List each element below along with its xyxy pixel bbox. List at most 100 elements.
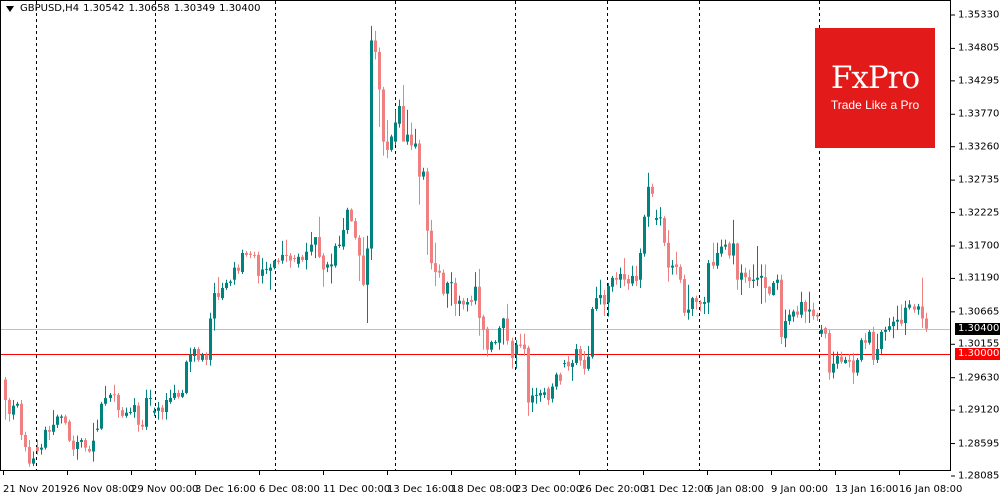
candle-body [426,171,429,231]
candle-body [579,349,582,361]
candle [808,291,811,323]
candle-body [458,300,461,304]
candle-body [181,392,184,397]
candle-body [547,388,550,400]
candle [720,239,723,257]
candle [165,392,168,420]
candle-body [370,40,373,249]
candle-body [314,237,317,245]
candle-body [438,270,441,273]
candle-body [599,294,602,299]
candle [462,298,465,310]
candle [599,279,602,305]
candle-body [418,143,421,177]
candle [346,207,349,234]
candle [454,277,457,316]
candle [880,329,883,355]
candle [494,340,497,345]
candle [784,309,787,348]
candle-body [165,399,168,413]
candle-body [261,269,264,276]
candle [796,305,799,318]
candle [450,272,453,306]
candle-body [442,272,445,294]
candle-body [623,273,626,280]
candle-body [679,266,682,280]
candle-body [832,363,835,373]
candle-body [4,379,7,400]
candle [261,258,264,284]
candle [466,298,469,312]
candle [28,440,31,467]
candle-body [470,300,473,302]
candle [233,261,236,285]
candle [48,426,51,441]
candle [663,216,666,246]
candle [297,253,300,268]
candle-body [515,344,518,355]
candle-body [44,429,47,448]
candle-body [125,412,128,416]
candle [157,401,160,420]
candle-body [872,331,875,360]
candle [760,264,763,304]
candle-body [904,307,907,323]
candle-body [780,279,783,337]
candle-body [297,256,300,264]
candle-body [659,217,662,219]
candle-body [430,230,433,264]
candle-body [667,242,670,268]
candle [137,402,140,432]
candle-body [848,359,851,362]
candle-body [671,265,674,268]
dropdown-triangle-icon[interactable] [6,5,14,12]
candle [716,242,719,269]
candle-body [76,441,79,449]
candle [410,122,413,150]
candle-body [643,216,646,254]
candle-body [68,421,71,441]
candle-body [531,395,534,403]
candle [611,275,614,292]
candle-body [422,171,425,177]
candle [193,347,196,362]
candle [245,251,248,257]
fxpro-logo: FxPro Trade Like a Pro [815,28,935,148]
candle [257,251,260,284]
candle-body [917,306,920,310]
candle-body [840,356,843,362]
candle [539,389,542,402]
candle-body [506,318,509,341]
candle [12,399,15,420]
candle-body [732,243,735,256]
candle [583,350,586,375]
candle [482,314,485,350]
candle-body [305,251,308,260]
candle-body [213,293,216,319]
candle-body [197,349,200,360]
candle-body [394,122,397,142]
candle [800,291,803,318]
candle-body [414,143,417,147]
candle [209,312,212,366]
time-tick-label: 23 Dec 00:00 [515,484,583,495]
candle [607,282,610,317]
candle [687,284,690,320]
candle [44,426,47,450]
candle [474,272,477,305]
candle [374,30,377,60]
candle [197,347,200,362]
candle [301,254,304,262]
candle-body [820,329,823,334]
candle-body [474,286,477,301]
candle [382,86,385,156]
candle-body [257,254,260,276]
candle-body [52,424,55,432]
candle [8,398,11,422]
time-tick-label: 21 Nov 2019 [3,484,68,495]
high-value: 1.30658 [128,3,170,14]
candle-body [342,230,345,247]
candle-body [539,392,542,396]
candle-body [253,254,256,256]
